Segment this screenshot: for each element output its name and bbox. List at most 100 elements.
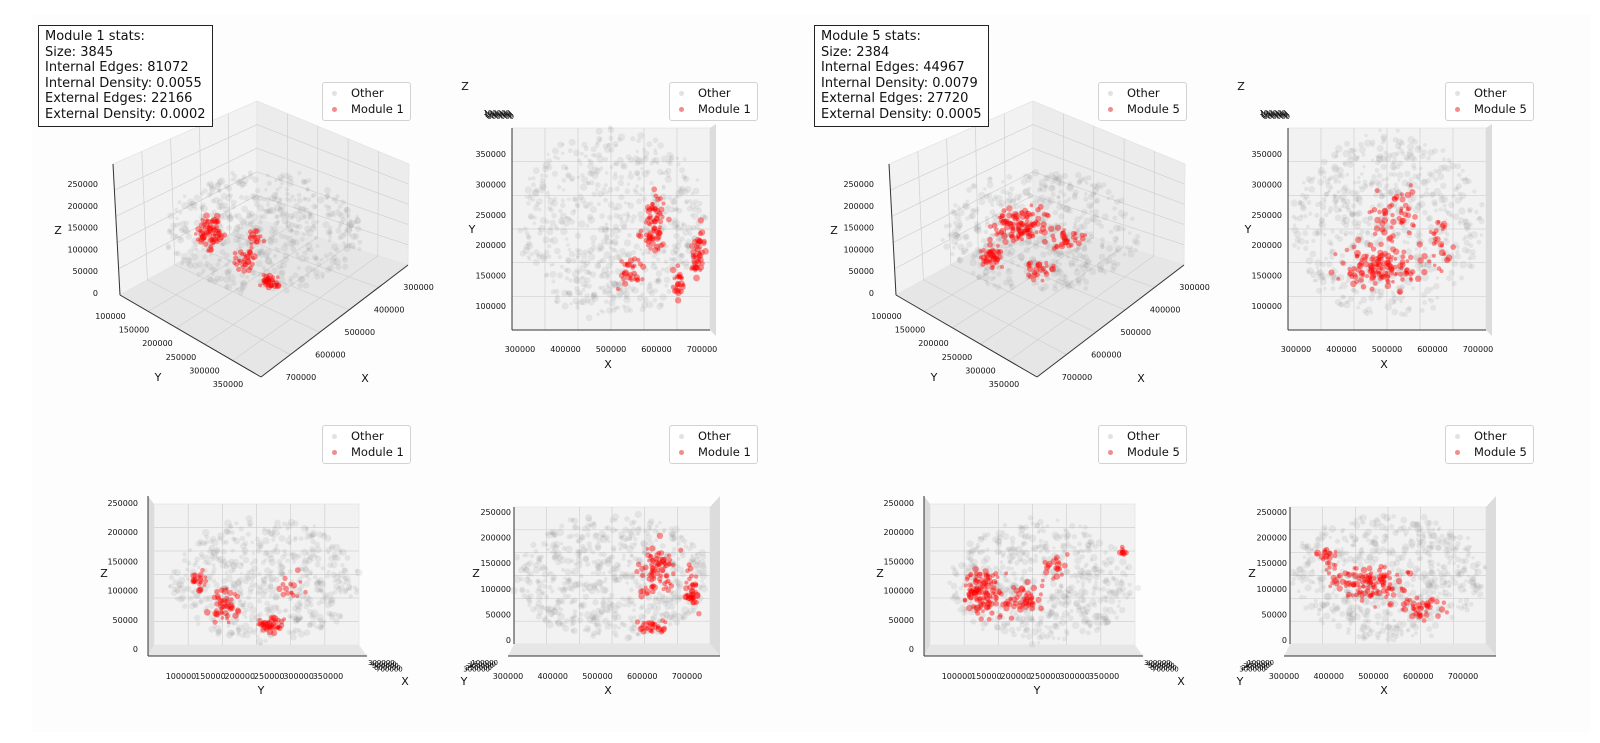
point-other	[226, 618, 233, 625]
point-other	[595, 588, 601, 594]
point-other	[1100, 568, 1105, 574]
point-other	[197, 538, 204, 545]
point-module	[1007, 221, 1014, 227]
point-other	[345, 213, 350, 218]
point-other	[1291, 226, 1299, 234]
point-module	[655, 229, 662, 237]
point-other	[653, 227, 660, 235]
point-other	[1345, 172, 1350, 177]
point-other	[220, 548, 227, 555]
point-other	[609, 592, 615, 599]
z-tick-label: 200000	[67, 202, 98, 211]
point-other	[178, 594, 187, 602]
point-other	[650, 544, 657, 551]
point-module	[670, 284, 676, 290]
point-other	[269, 569, 274, 574]
point-other	[1442, 203, 1447, 208]
point-other	[631, 272, 637, 279]
point-other	[325, 196, 329, 200]
point-other	[347, 242, 351, 246]
point-other	[612, 608, 618, 614]
point-module	[665, 587, 671, 593]
point-other	[303, 573, 309, 579]
point-other	[1021, 568, 1028, 575]
point-module	[654, 243, 661, 250]
point-other	[309, 548, 316, 555]
point-other	[339, 548, 347, 556]
point-other	[208, 538, 214, 544]
point-other	[1073, 268, 1082, 277]
point-other	[249, 561, 254, 566]
point-other	[1332, 174, 1340, 181]
point-other	[305, 186, 310, 192]
point-other	[223, 563, 230, 570]
point-module	[213, 612, 220, 618]
point-other	[1353, 148, 1358, 153]
point-other	[1130, 216, 1135, 222]
point-other	[650, 213, 655, 219]
point-other	[680, 553, 686, 559]
point-other	[667, 161, 673, 167]
point-other	[635, 184, 639, 189]
point-other	[1088, 193, 1095, 200]
point-other	[583, 154, 588, 159]
point-other	[1370, 158, 1375, 163]
point-other	[607, 201, 615, 209]
z-axis-label: Z	[830, 224, 838, 237]
point-other	[1094, 184, 1101, 191]
point-other	[560, 586, 566, 593]
grid-line	[174, 264, 320, 333]
point-module	[696, 253, 702, 259]
point-other	[294, 591, 301, 599]
y-tick-label: 200000	[225, 672, 256, 681]
point-other	[1428, 298, 1435, 304]
point-other	[329, 612, 333, 617]
point-other	[572, 581, 579, 589]
point-module	[697, 230, 703, 237]
point-other	[227, 258, 231, 263]
point-other	[318, 625, 322, 630]
point-other	[524, 231, 530, 236]
point-other	[568, 138, 576, 146]
point-other	[554, 549, 562, 558]
point-other	[306, 557, 313, 564]
point-other	[331, 554, 338, 561]
point-other	[257, 249, 263, 255]
point-other	[684, 242, 690, 249]
point-module	[1387, 203, 1393, 210]
point-module	[214, 224, 220, 230]
point-other	[543, 273, 549, 278]
point-module	[192, 572, 199, 579]
point-other	[345, 587, 350, 591]
point-other	[670, 590, 677, 597]
point-other	[335, 194, 340, 199]
point-module	[634, 619, 641, 625]
point-other	[601, 187, 607, 192]
point-other	[333, 583, 340, 590]
point-other	[1460, 168, 1465, 173]
point-other	[251, 629, 257, 635]
y-axis-label: Y	[154, 371, 162, 384]
point-other	[252, 195, 260, 203]
z-tick-label: 0	[506, 636, 511, 645]
point-other	[1100, 237, 1105, 243]
point-module	[242, 261, 249, 268]
point-other	[564, 166, 569, 170]
point-other	[601, 238, 608, 245]
point-module	[190, 572, 197, 580]
point-other	[296, 208, 302, 214]
point-other	[232, 173, 238, 179]
point-other	[1467, 208, 1472, 214]
point-other	[1302, 180, 1306, 185]
point-other	[284, 608, 289, 613]
point-other	[953, 203, 958, 208]
point-module	[260, 620, 268, 627]
point-other	[657, 168, 664, 176]
point-other	[595, 127, 603, 135]
point-other	[302, 197, 307, 202]
point-other	[558, 208, 563, 214]
point-other	[560, 202, 566, 209]
point-other	[971, 208, 976, 213]
point-other	[217, 536, 223, 542]
point-other	[1009, 186, 1015, 192]
